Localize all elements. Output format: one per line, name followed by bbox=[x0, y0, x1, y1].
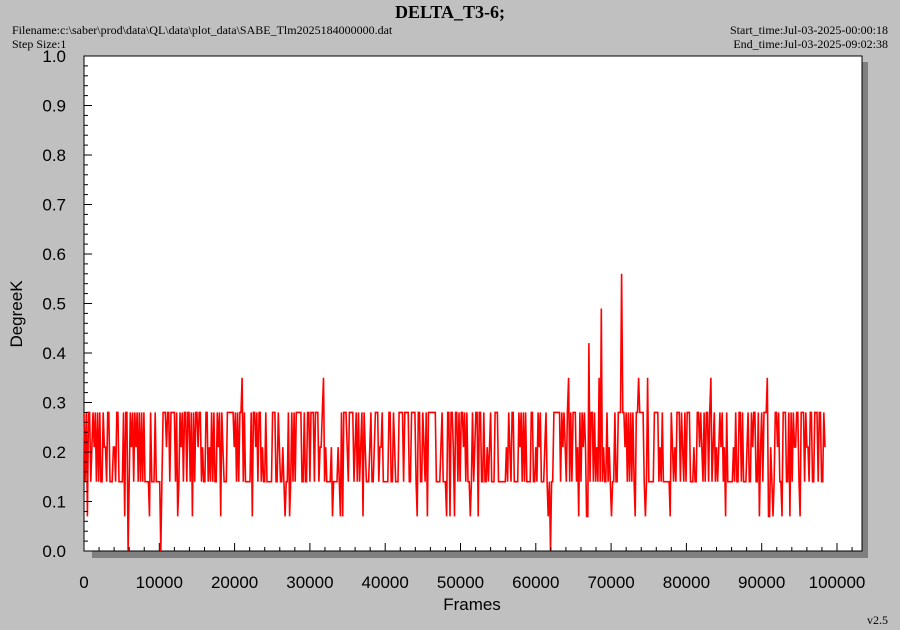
x-tick-label: 70000 bbox=[587, 573, 634, 592]
version-label: v2.5 bbox=[867, 613, 888, 627]
end-time-label: End_time:Jul-03-2025-09:02:38 bbox=[733, 37, 888, 51]
series-line bbox=[83, 273, 826, 552]
x-tick-label: 100000 bbox=[809, 573, 866, 592]
x-tick-label: 40000 bbox=[362, 573, 409, 592]
y-tick-label: 0.3 bbox=[42, 394, 66, 413]
filename-label: Filename:c:\saber\prod\data\QL\data\plot… bbox=[12, 23, 393, 37]
x-tick-label: 30000 bbox=[286, 573, 333, 592]
x-tick-label: 60000 bbox=[512, 573, 559, 592]
x-axis: 0 10000 20000 30000 40000 50000 60000 70000 8000… bbox=[79, 543, 865, 592]
y-tick-label: 0.9 bbox=[42, 97, 66, 116]
x-axis-label: Frames bbox=[443, 595, 501, 614]
series-layer bbox=[83, 273, 826, 552]
y-tick-label: 0.8 bbox=[42, 146, 66, 165]
y-tick-label: 0.6 bbox=[42, 245, 66, 264]
y-tick-label: 0.1 bbox=[42, 493, 66, 512]
step-size-label: Step Size:1 bbox=[12, 37, 67, 51]
y-tick-label: 0.0 bbox=[42, 542, 66, 561]
y-tick-label: 0.5 bbox=[42, 295, 66, 314]
y-tick-label: 0.7 bbox=[42, 196, 66, 215]
chart-title: DELTA_T3-6; bbox=[394, 2, 506, 22]
y-axis-label: DegreeK bbox=[7, 280, 26, 348]
x-tick-label: 50000 bbox=[437, 573, 484, 592]
y-tick-label: 0.2 bbox=[42, 443, 66, 462]
x-tick-label: 90000 bbox=[738, 573, 785, 592]
x-tick-label: 0 bbox=[79, 573, 88, 592]
y-tick-label: 0.4 bbox=[42, 344, 66, 363]
x-tick-label: 10000 bbox=[136, 573, 183, 592]
x-tick-label: 20000 bbox=[211, 573, 258, 592]
x-tick-label: 80000 bbox=[663, 573, 710, 592]
y-axis: 0.0 0.1 0.2 0.3 0.4 0.5 0.6 0.7 0.8 0.9 1.0 bbox=[42, 47, 92, 561]
start-time-label: Start_time:Jul-03-2025-00:00:18 bbox=[730, 23, 888, 37]
y-tick-label: 1.0 bbox=[42, 47, 66, 66]
